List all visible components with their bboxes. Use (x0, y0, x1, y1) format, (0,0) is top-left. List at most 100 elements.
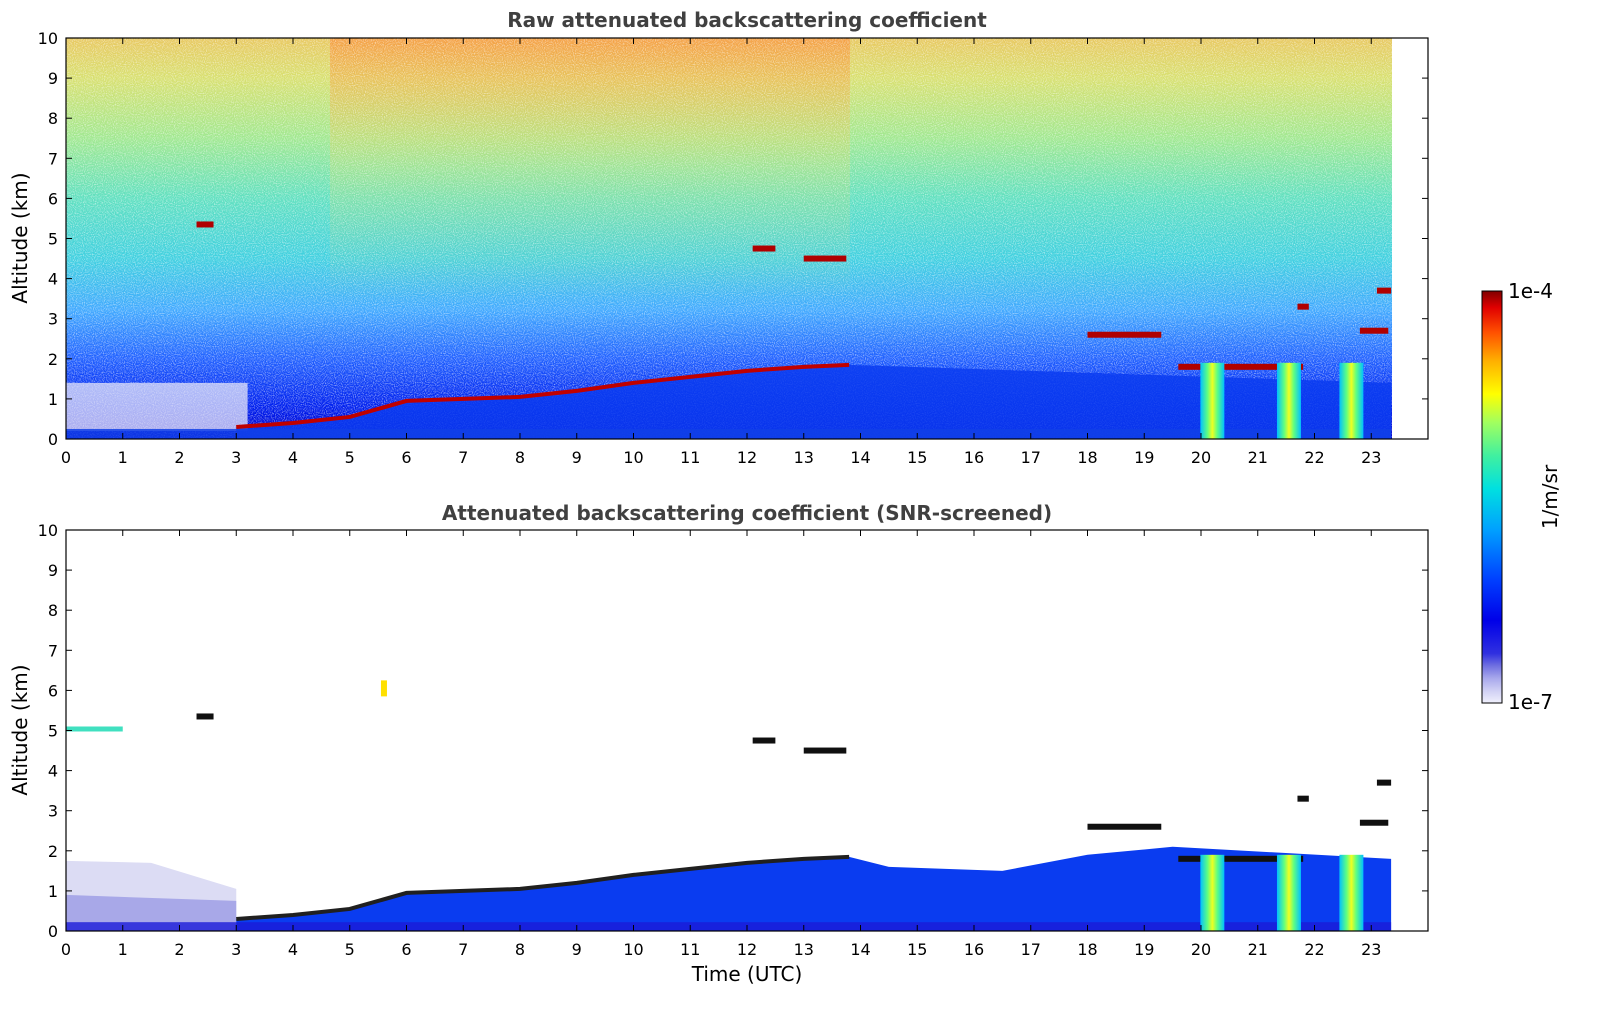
snr-x-tick-label: 11 (680, 940, 700, 959)
snr-precipitation-shaft (1339, 854, 1364, 931)
snr-heatmap-features (66, 680, 1392, 931)
raw-heatmap (66, 38, 1392, 439)
raw-x-tick-label: 15 (907, 448, 927, 467)
raw-x-tick-label: 9 (572, 448, 582, 467)
raw-x-tick-label: 10 (623, 448, 643, 467)
snr-y-axis: 0 1 2 3 4 5 6 7 8 9 10 (38, 521, 1428, 941)
raw-x-tick-label: 13 (794, 448, 814, 467)
snr-x-tick-label: 7 (458, 940, 468, 959)
raw-surface-layer (66, 428, 1392, 439)
snr-cloud-layer (1359, 819, 1389, 826)
raw-boundary-layer-top (236, 362, 850, 429)
snr-y-tick-label: 10 (38, 521, 58, 540)
raw-y-tick-label: 4 (48, 270, 58, 289)
raw-x-tick-label: 5 (345, 448, 355, 467)
raw-precipitation-shaft (1200, 362, 1225, 439)
raw-cloud-layer (1178, 363, 1304, 370)
raw-x-tick-label: 6 (401, 448, 411, 467)
snr-x-tick-label: 20 (1191, 940, 1211, 959)
snr-surface-layer (66, 922, 1392, 931)
raw-x-tick-label: 8 (515, 448, 525, 467)
snr-y-tick-label: 5 (48, 722, 58, 741)
snr-x-tick-label: 19 (1134, 940, 1154, 959)
raw-y-tick-label: 3 (48, 310, 58, 329)
raw-x-tick-label: 11 (680, 448, 700, 467)
raw-cloud-layer (1376, 287, 1392, 294)
raw-x-tick-label: 19 (1134, 448, 1154, 467)
raw-boundary-layer (236, 364, 1392, 439)
raw-y-tick-label: 10 (38, 29, 58, 48)
snr-cloud-layer (1376, 779, 1392, 786)
raw-x-tick-label: 21 (1248, 448, 1268, 467)
snr-x-tick-label: 6 (401, 940, 411, 959)
snr-y-tick-label: 3 (48, 802, 58, 821)
raw-panel-title: Raw attenuated backscattering coefficien… (507, 8, 987, 32)
colorbar-gradient (1481, 290, 1503, 704)
raw-heatmap-features (66, 221, 1392, 439)
raw-clear-sky-band (66, 382, 248, 431)
raw-x-tick-label: 2 (174, 448, 184, 467)
snr-x-tick-label: 2 (174, 940, 184, 959)
snr-aerosol-patch (66, 726, 123, 732)
snr-x-tick-label: 17 (1021, 940, 1041, 959)
snr-x-tick-label: 15 (907, 940, 927, 959)
raw-cloud-layer (803, 255, 847, 262)
raw-y-tick-label: 6 (48, 189, 58, 208)
raw-y-tick-label: 9 (48, 69, 58, 88)
snr-x-axis: 0 1 2 3 4 5 6 7 8 9 10 11 12 13 14 15 16 17 18 19 20 21 22 23 (61, 530, 1381, 959)
snr-cloud-layer (1297, 795, 1309, 802)
snr-isolated-echo (380, 680, 387, 697)
snr-screened-panel: Attenuated backscattering coefficient (S… (8, 501, 1429, 986)
raw-x-tick-label: 17 (1021, 448, 1041, 467)
snr-y-tick-label: 8 (48, 601, 58, 620)
snr-y-tick-label: 2 (48, 842, 58, 861)
snr-y-tick-label: 4 (48, 762, 58, 781)
snr-x-tick-label: 22 (1304, 940, 1324, 959)
snr-precipitation-shaft (1200, 854, 1225, 931)
snr-x-tick-label: 1 (118, 940, 128, 959)
snr-x-tick-label: 10 (623, 940, 643, 959)
snr-x-tick-label: 18 (1077, 940, 1097, 959)
snr-cloud-layer (752, 737, 776, 744)
snr-x-tick-label: 13 (794, 940, 814, 959)
snr-x-axis-label: Time (UTC) (691, 962, 803, 986)
colorbar: 1e-4 1e-7 1/m/sr (1481, 279, 1562, 714)
snr-x-tick-label: 23 (1361, 940, 1381, 959)
raw-cloud-layer (752, 245, 776, 252)
raw-y-tick-label: 8 (48, 109, 58, 128)
snr-y-tick-label: 7 (48, 641, 58, 660)
raw-y-tick-label: 7 (48, 149, 58, 168)
snr-precipitation-shaft (1276, 854, 1301, 931)
raw-y-tick-label: 1 (48, 390, 58, 409)
snr-cloud-layer (803, 747, 847, 754)
snr-cloud-layer (1087, 823, 1162, 830)
snr-x-tick-label: 21 (1248, 940, 1268, 959)
colorbar-max-label: 1e-4 (1508, 279, 1553, 303)
snr-y-tick-label: 9 (48, 561, 58, 580)
raw-x-tick-label: 22 (1304, 448, 1324, 467)
snr-boundary-layer (236, 846, 1392, 931)
raw-cloud-layer (1087, 331, 1162, 338)
snr-y-axis-label: Altitude (km) (8, 664, 32, 795)
raw-backscatter-panel: Raw attenuated backscattering coefficien… (8, 8, 1429, 467)
raw-cloud-layer (1359, 327, 1389, 334)
raw-precipitation-shaft (1276, 362, 1301, 439)
snr-y-tick-label: 0 (48, 922, 58, 941)
snr-low-signal-core (66, 894, 237, 931)
snr-x-tick-label: 8 (515, 940, 525, 959)
raw-x-tick-label: 0 (61, 448, 71, 467)
snr-y-tick-label: 1 (48, 882, 58, 901)
raw-x-tick-label: 3 (231, 448, 241, 467)
snr-x-tick-label: 14 (850, 940, 870, 959)
snr-cloud-layer (196, 713, 214, 720)
raw-x-tick-label: 23 (1361, 448, 1381, 467)
raw-cloud-layer (196, 221, 214, 228)
snr-x-tick-label: 9 (572, 940, 582, 959)
raw-x-tick-label: 14 (850, 448, 870, 467)
snr-heatmap (66, 680, 1392, 931)
snr-y-tick-label: 6 (48, 681, 58, 700)
raw-y-axis: 0 1 2 3 4 5 6 7 8 9 10 (38, 29, 1428, 449)
raw-x-tick-label: 20 (1191, 448, 1211, 467)
raw-precipitation-shaft (1339, 362, 1364, 439)
